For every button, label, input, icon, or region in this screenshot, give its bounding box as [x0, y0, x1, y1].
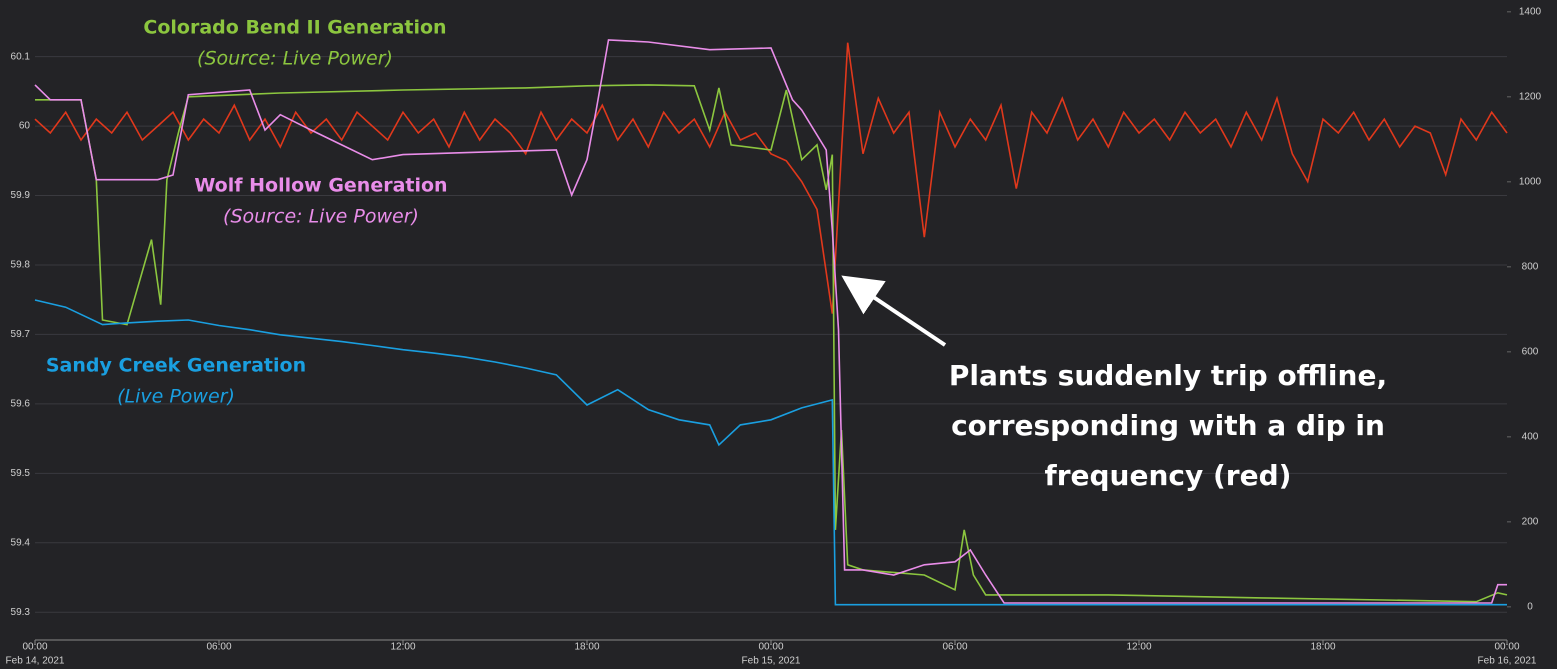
x-tick-label: 12:00 [390, 642, 415, 653]
series-source: (Source: Live Power) [197, 48, 393, 70]
y-tick-label: 59.4 [11, 537, 31, 548]
y2-tick-label: 600 [1522, 346, 1539, 357]
series-source: (Source: Live Power) [223, 206, 419, 228]
annotation-arrow [841, 275, 947, 347]
x-tick-label: 12:00 [1126, 642, 1151, 653]
lines [34, 39, 1508, 606]
y-tick-label: 59.7 [11, 329, 31, 340]
x-tick-label: 00:00 [22, 642, 47, 653]
y-tick-label: 59.8 [11, 260, 31, 271]
series-line [34, 39, 1507, 604]
x-tick-label: 18:00 [1310, 642, 1335, 653]
y-tick-label: 60.1 [11, 51, 31, 62]
x-tick-label: 00:00 [758, 642, 783, 653]
grid [35, 56, 1507, 613]
y2-tick-label: 1000 [1519, 176, 1542, 187]
x-date-label: Feb 15, 2021 [742, 656, 801, 667]
x-tick-label: 18:00 [574, 642, 599, 653]
y-tick-label: 59.5 [11, 468, 31, 479]
y-tick-label: 59.9 [11, 190, 31, 201]
series-label: Colorado Bend II Generation [143, 17, 446, 39]
series-line [35, 84, 1508, 603]
y2-tick-label: 1200 [1519, 91, 1542, 102]
y2-tick-label: 400 [1522, 431, 1539, 442]
series-label: Sandy Creek Generation [46, 355, 306, 377]
series-source: (Live Power) [117, 386, 235, 408]
x-tick-label: 06:00 [942, 642, 967, 653]
annotation: Plants suddenly trip offline, [949, 359, 1387, 392]
y-tick-label: 60 [19, 121, 31, 132]
y-tick-label: 59.3 [11, 607, 31, 618]
y2-tick-label: 0 [1527, 601, 1533, 612]
y-tick-label: 59.6 [11, 399, 31, 410]
annotation: corresponding with a dip in [951, 409, 1385, 442]
x-tick-label: 00:00 [1494, 642, 1519, 653]
y2-tick-label: 1400 [1519, 6, 1542, 17]
y2-tick-label: 800 [1522, 261, 1539, 272]
y2-tick-label: 200 [1522, 516, 1539, 527]
x-date-label: Feb 14, 2021 [6, 656, 65, 667]
series-line [34, 299, 1507, 606]
series-line [34, 42, 1508, 314]
series-label: Wolf Hollow Generation [194, 175, 447, 197]
annotation: frequency (red) [1045, 459, 1292, 492]
x-date-label: Feb 16, 2021 [1478, 656, 1537, 667]
x-tick-label: 06:00 [206, 642, 231, 653]
